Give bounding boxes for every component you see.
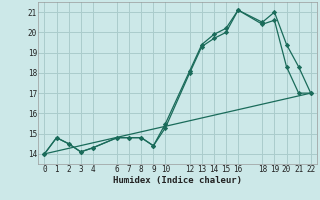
X-axis label: Humidex (Indice chaleur): Humidex (Indice chaleur) — [113, 176, 242, 185]
